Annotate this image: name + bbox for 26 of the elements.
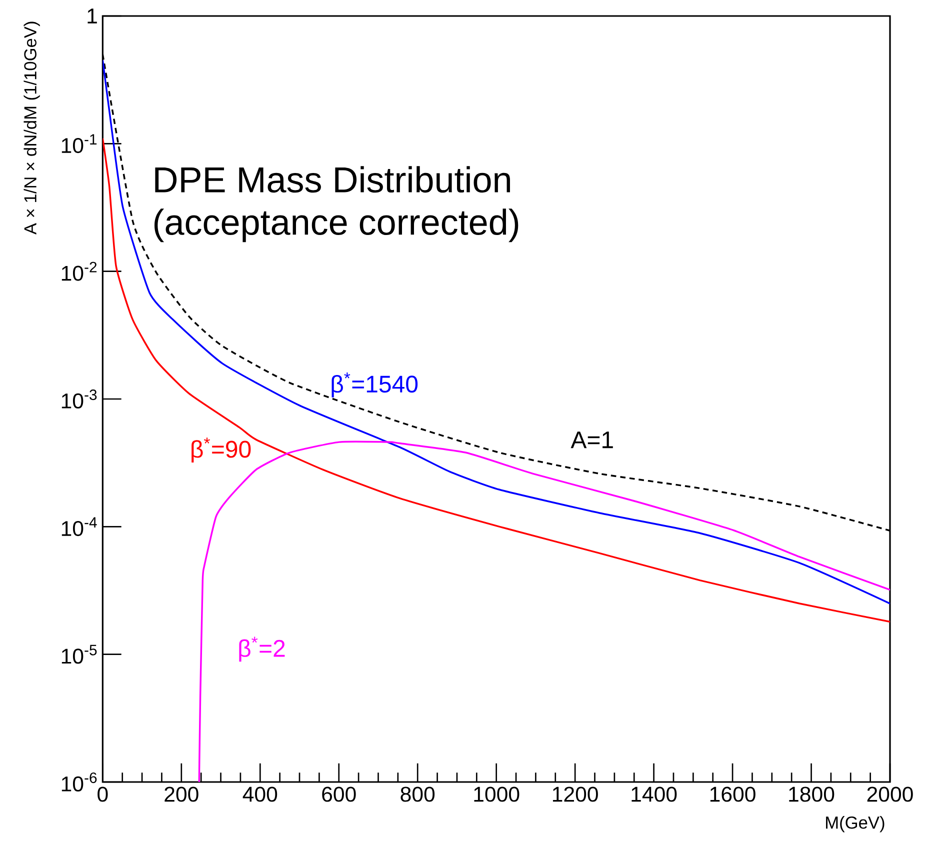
annotation: (acceptance corrected) bbox=[154, 208, 518, 242]
series-label: β$^{*}$=90 bbox=[192, 438, 251, 463]
y-tick-label: 10$^{-5}$ bbox=[62, 644, 97, 664]
x-tick-label: 600 bbox=[322, 786, 356, 802]
x-axis-title: M(GeV) bbox=[826, 816, 884, 832]
x-tick-label: 2000 bbox=[867, 786, 913, 802]
series-label: A=1 bbox=[570, 432, 613, 448]
y-tick-label: 10$^{-4}$ bbox=[62, 517, 97, 536]
x-tick-label: 400 bbox=[242, 786, 278, 802]
y-tick-label: 10$^{-2}$ bbox=[62, 262, 97, 281]
series-label: β$^{*}$=1540 bbox=[332, 372, 418, 398]
x-tick-label: 800 bbox=[400, 786, 435, 802]
y-tick-label: 10$^{-6}$ bbox=[62, 772, 97, 792]
x-tick-label: 1600 bbox=[710, 786, 756, 802]
annotation: DPE Mass Distribution bbox=[155, 166, 510, 193]
y-tick-label: 10$^{-1}$ bbox=[62, 134, 97, 154]
x-tick-label: 1200 bbox=[552, 786, 598, 802]
y-tick-label: 1 bbox=[88, 8, 97, 24]
series-label: β$^{*}$=2 bbox=[239, 636, 285, 662]
x-tick-label: 200 bbox=[164, 786, 198, 802]
y-tick-label: 10$^{-3}$ bbox=[62, 389, 97, 408]
x-tick-label: 1400 bbox=[632, 786, 677, 802]
x-tick-label: 0 bbox=[98, 786, 108, 802]
x-tick-label: 1800 bbox=[789, 786, 834, 802]
x-tick-label: 1000 bbox=[474, 786, 520, 802]
y-axis-title: A × 1/N × dN/dM (1/10GeV) bbox=[24, 22, 40, 235]
